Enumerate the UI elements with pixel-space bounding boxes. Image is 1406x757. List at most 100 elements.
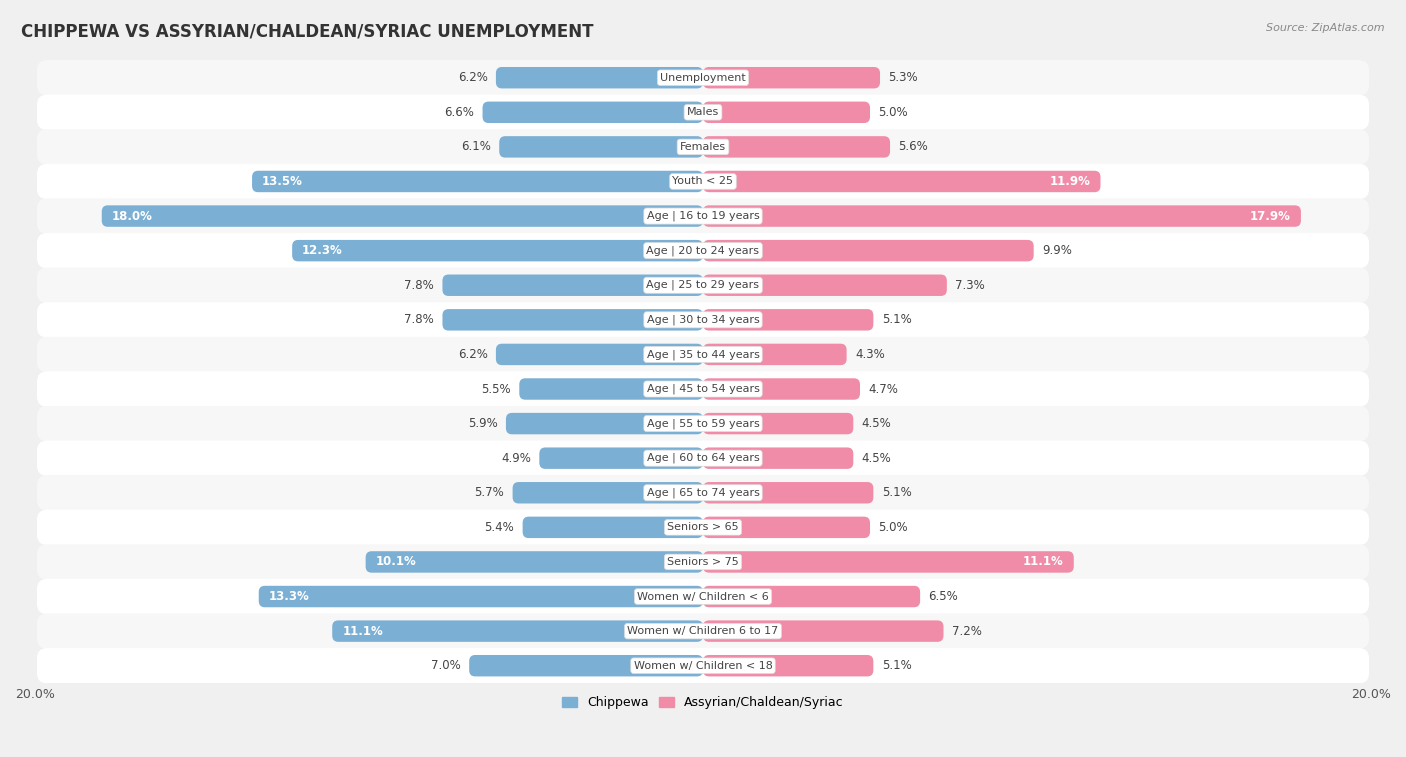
FancyBboxPatch shape [703, 67, 880, 89]
Text: 4.3%: 4.3% [855, 348, 884, 361]
Text: 13.3%: 13.3% [269, 590, 309, 603]
FancyBboxPatch shape [470, 655, 703, 677]
Text: 7.2%: 7.2% [952, 625, 981, 637]
Text: 5.3%: 5.3% [889, 71, 918, 84]
FancyBboxPatch shape [703, 240, 1033, 261]
FancyBboxPatch shape [703, 516, 870, 538]
Text: 4.7%: 4.7% [869, 382, 898, 395]
Text: 11.1%: 11.1% [342, 625, 382, 637]
Text: 6.2%: 6.2% [458, 71, 488, 84]
FancyBboxPatch shape [703, 205, 1301, 227]
FancyBboxPatch shape [37, 198, 1369, 234]
FancyBboxPatch shape [496, 344, 703, 365]
Text: 7.8%: 7.8% [405, 313, 434, 326]
Text: Age | 20 to 24 years: Age | 20 to 24 years [647, 245, 759, 256]
Text: Age | 65 to 74 years: Age | 65 to 74 years [647, 488, 759, 498]
Text: Source: ZipAtlas.com: Source: ZipAtlas.com [1267, 23, 1385, 33]
Text: 5.5%: 5.5% [481, 382, 510, 395]
Text: 7.0%: 7.0% [432, 659, 461, 672]
Text: 10.1%: 10.1% [375, 556, 416, 569]
FancyBboxPatch shape [443, 309, 703, 331]
Text: 5.1%: 5.1% [882, 313, 911, 326]
Text: 5.0%: 5.0% [879, 521, 908, 534]
Text: 5.1%: 5.1% [882, 659, 911, 672]
Text: 6.6%: 6.6% [444, 106, 474, 119]
Text: Age | 25 to 29 years: Age | 25 to 29 years [647, 280, 759, 291]
FancyBboxPatch shape [703, 275, 946, 296]
FancyBboxPatch shape [482, 101, 703, 123]
Text: Women w/ Children 6 to 17: Women w/ Children 6 to 17 [627, 626, 779, 636]
Text: Women w/ Children < 6: Women w/ Children < 6 [637, 591, 769, 602]
FancyBboxPatch shape [37, 268, 1369, 303]
Text: Age | 35 to 44 years: Age | 35 to 44 years [647, 349, 759, 360]
FancyBboxPatch shape [703, 171, 1101, 192]
Text: Seniors > 75: Seniors > 75 [666, 557, 740, 567]
FancyBboxPatch shape [496, 67, 703, 89]
FancyBboxPatch shape [703, 136, 890, 157]
FancyBboxPatch shape [703, 344, 846, 365]
FancyBboxPatch shape [703, 101, 870, 123]
FancyBboxPatch shape [703, 378, 860, 400]
Text: Age | 16 to 19 years: Age | 16 to 19 years [647, 210, 759, 221]
Text: 5.6%: 5.6% [898, 140, 928, 154]
FancyBboxPatch shape [703, 655, 873, 677]
FancyBboxPatch shape [37, 475, 1369, 510]
Text: Youth < 25: Youth < 25 [672, 176, 734, 186]
FancyBboxPatch shape [37, 233, 1369, 268]
Text: 11.1%: 11.1% [1024, 556, 1064, 569]
Text: 7.3%: 7.3% [955, 279, 986, 291]
Text: 13.5%: 13.5% [262, 175, 302, 188]
Text: Age | 55 to 59 years: Age | 55 to 59 years [647, 419, 759, 428]
Text: 11.9%: 11.9% [1050, 175, 1091, 188]
FancyBboxPatch shape [37, 164, 1369, 199]
Text: 4.5%: 4.5% [862, 417, 891, 430]
FancyBboxPatch shape [499, 136, 703, 157]
FancyBboxPatch shape [332, 621, 703, 642]
Text: 6.2%: 6.2% [458, 348, 488, 361]
FancyBboxPatch shape [506, 413, 703, 435]
FancyBboxPatch shape [37, 95, 1369, 130]
Text: Seniors > 65: Seniors > 65 [668, 522, 738, 532]
Text: 9.9%: 9.9% [1042, 245, 1071, 257]
Text: 4.5%: 4.5% [862, 452, 891, 465]
Text: Females: Females [681, 142, 725, 152]
Text: Males: Males [688, 107, 718, 117]
FancyBboxPatch shape [519, 378, 703, 400]
FancyBboxPatch shape [703, 586, 920, 607]
FancyBboxPatch shape [101, 205, 703, 227]
FancyBboxPatch shape [37, 613, 1369, 649]
Text: Age | 60 to 64 years: Age | 60 to 64 years [647, 453, 759, 463]
Text: Unemployment: Unemployment [661, 73, 745, 83]
FancyBboxPatch shape [523, 516, 703, 538]
FancyBboxPatch shape [703, 482, 873, 503]
FancyBboxPatch shape [540, 447, 703, 469]
Text: Age | 30 to 34 years: Age | 30 to 34 years [647, 315, 759, 325]
FancyBboxPatch shape [37, 509, 1369, 545]
Text: 7.8%: 7.8% [405, 279, 434, 291]
FancyBboxPatch shape [37, 441, 1369, 476]
FancyBboxPatch shape [37, 544, 1369, 580]
FancyBboxPatch shape [703, 447, 853, 469]
Text: 17.9%: 17.9% [1250, 210, 1291, 223]
FancyBboxPatch shape [443, 275, 703, 296]
FancyBboxPatch shape [513, 482, 703, 503]
Text: 5.0%: 5.0% [879, 106, 908, 119]
Text: 6.5%: 6.5% [928, 590, 959, 603]
FancyBboxPatch shape [252, 171, 703, 192]
FancyBboxPatch shape [703, 551, 1074, 572]
FancyBboxPatch shape [37, 129, 1369, 164]
Text: 6.1%: 6.1% [461, 140, 491, 154]
FancyBboxPatch shape [703, 413, 853, 435]
FancyBboxPatch shape [37, 302, 1369, 338]
FancyBboxPatch shape [37, 372, 1369, 407]
FancyBboxPatch shape [37, 406, 1369, 441]
Text: 5.9%: 5.9% [468, 417, 498, 430]
Text: 4.9%: 4.9% [501, 452, 531, 465]
Text: Women w/ Children < 18: Women w/ Children < 18 [634, 661, 772, 671]
FancyBboxPatch shape [366, 551, 703, 572]
Text: 18.0%: 18.0% [111, 210, 153, 223]
FancyBboxPatch shape [37, 648, 1369, 684]
Text: 5.4%: 5.4% [485, 521, 515, 534]
FancyBboxPatch shape [259, 586, 703, 607]
Text: 12.3%: 12.3% [302, 245, 343, 257]
